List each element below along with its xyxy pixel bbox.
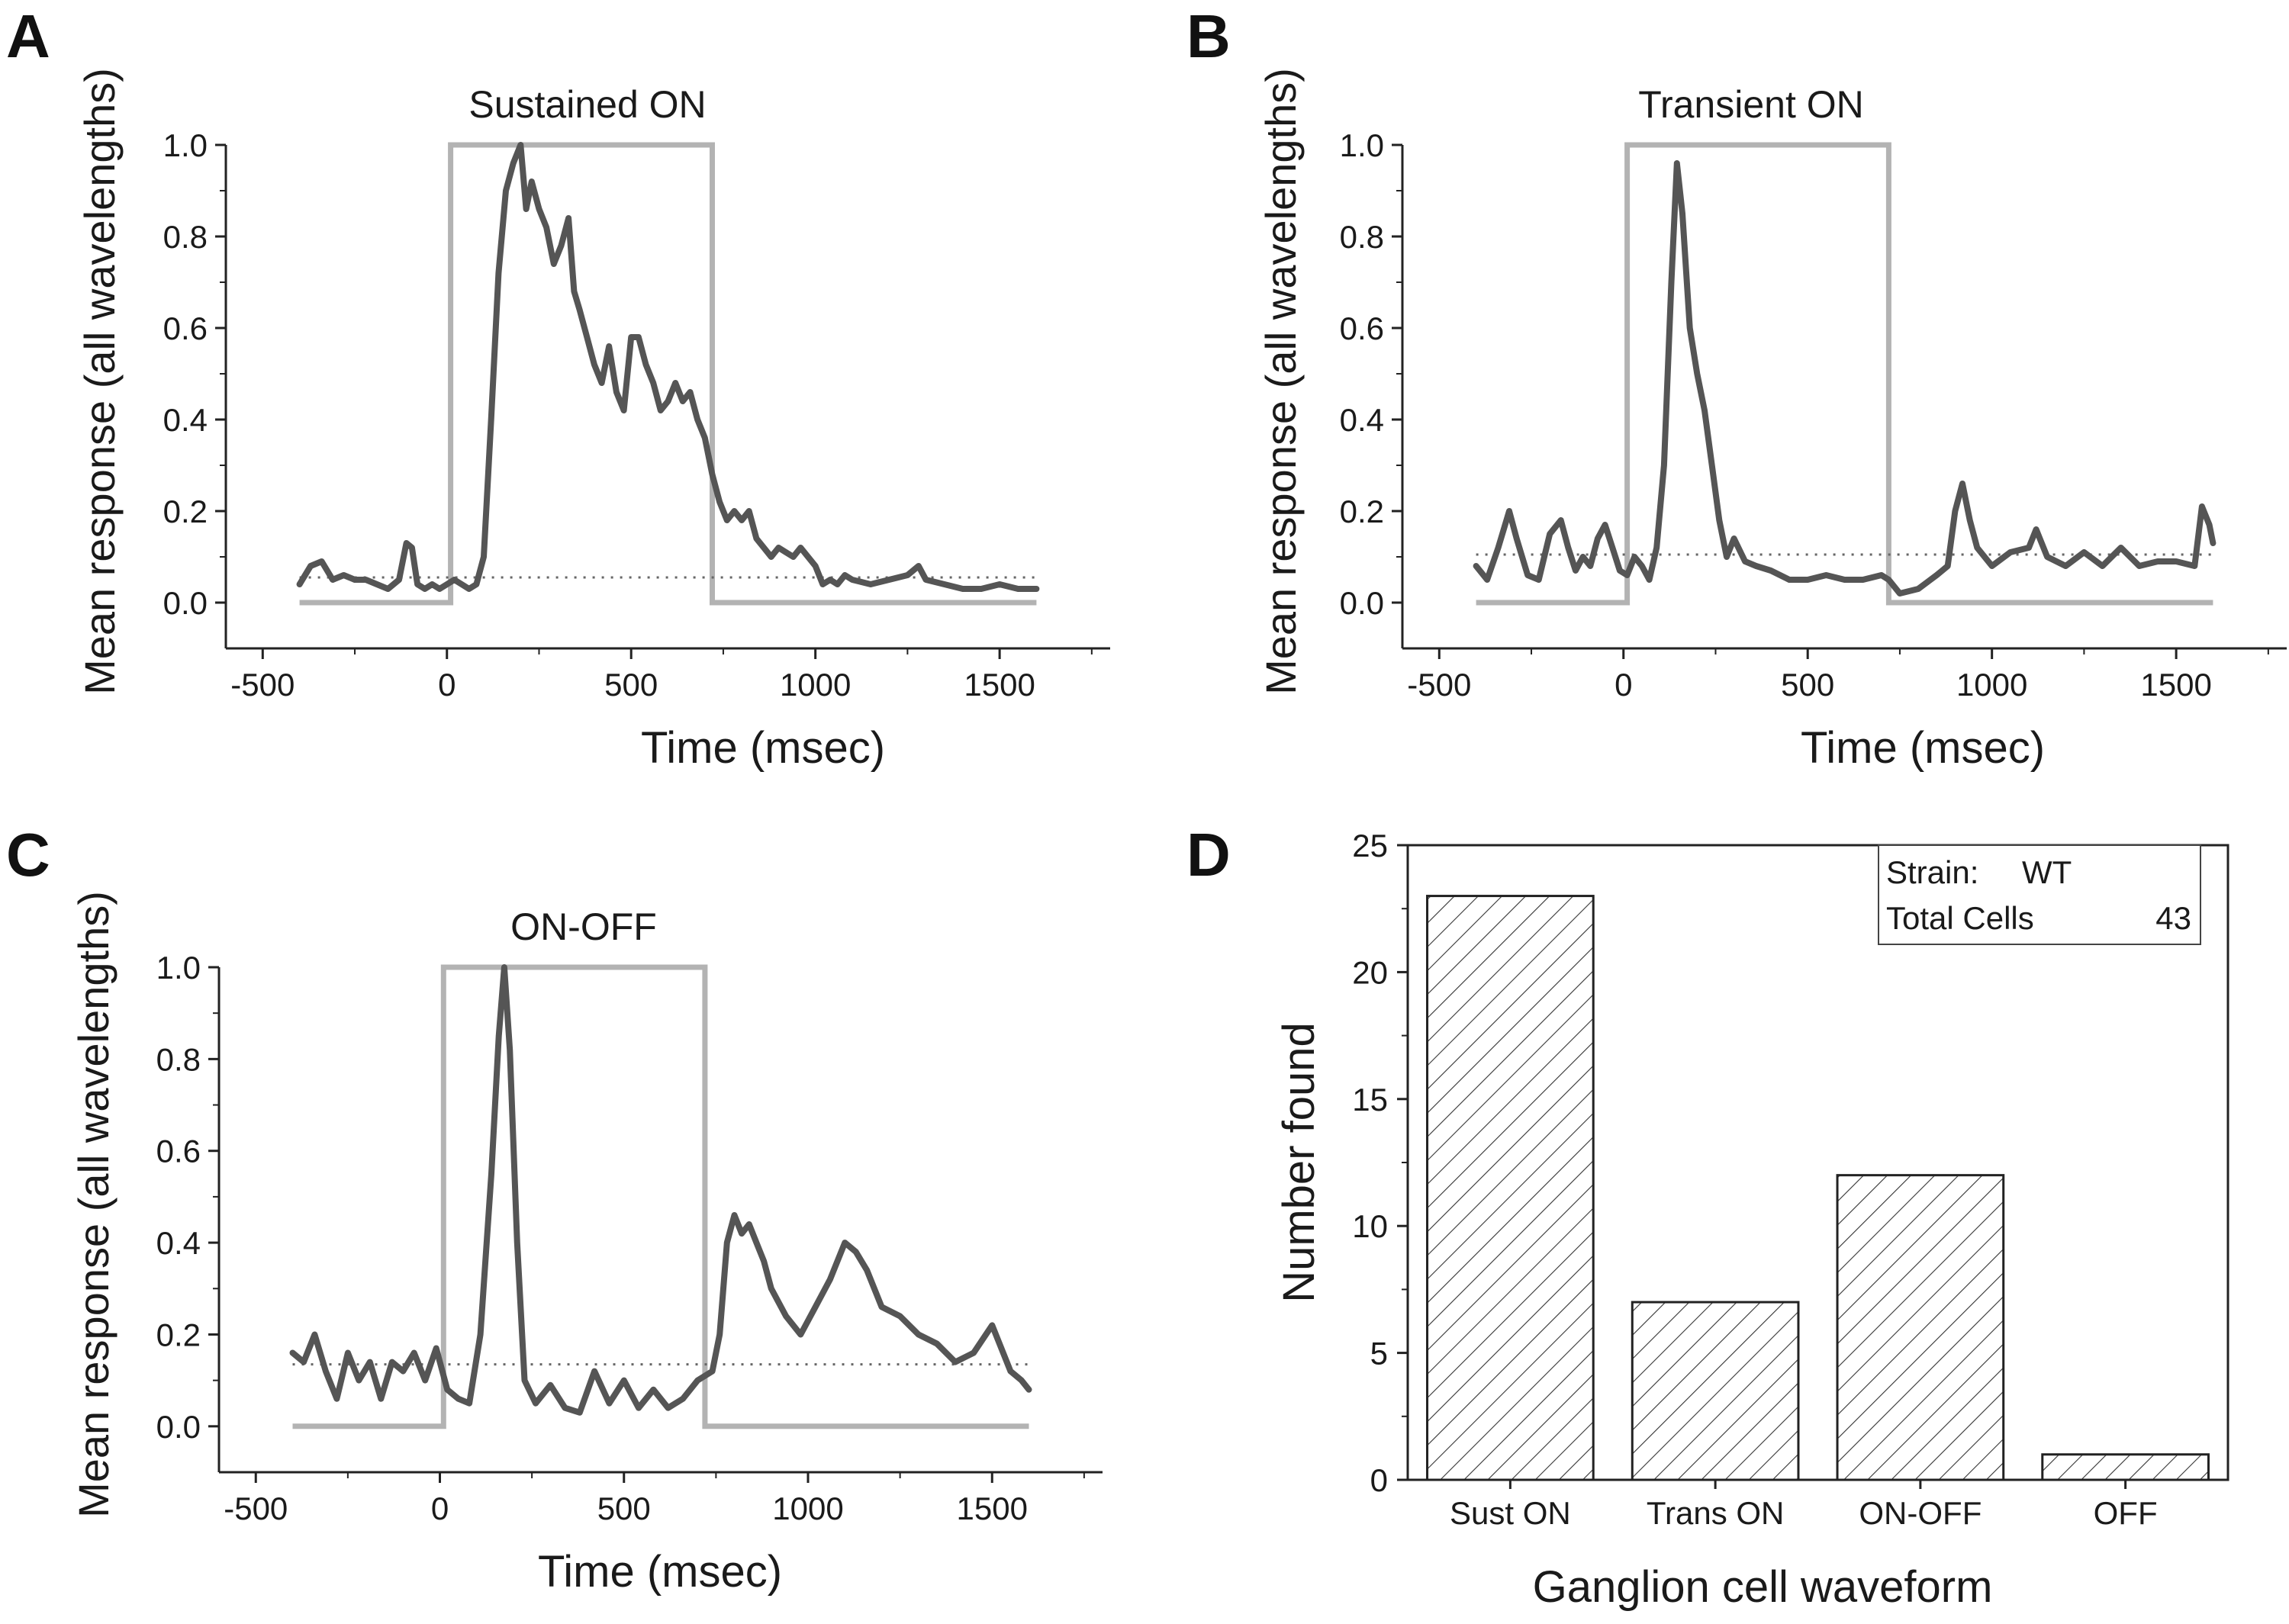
panel-letter-d: D [1186, 821, 1231, 889]
x-tick-label: -500 [224, 1491, 288, 1526]
y-axis-label: Mean response (all wavelengths) [69, 891, 118, 1518]
response-trace [296, 142, 1040, 592]
y-tick-label: 0.6 [156, 1134, 201, 1169]
x-tick-label: 1000 [1956, 667, 2027, 703]
x-tick-label: 1000 [772, 1491, 843, 1526]
y-tick-label: 0.0 [1340, 585, 1384, 621]
x-tick-label: 1500 [964, 667, 1035, 703]
bar [1426, 895, 1595, 1481]
y-tick-label: 1.0 [156, 950, 201, 986]
x-axis-label: Time (msec) [641, 723, 885, 773]
panel-letter-c: C [6, 821, 50, 889]
x-tick-label: 500 [604, 667, 658, 703]
y-axis-label: Mean response (all wavelengths) [1257, 68, 1305, 695]
y-tick-label: 10 [1352, 1208, 1388, 1244]
x-tick-label: 0 [438, 667, 456, 703]
panel-letter-b: B [1186, 2, 1231, 70]
y-tick-label: 0.8 [156, 1041, 201, 1077]
y-tick-label: 0.4 [156, 1225, 201, 1261]
chart-title: Transient ON [1638, 83, 1863, 126]
y-axis-label: Number found [1274, 1022, 1324, 1303]
chart-title: ON-OFF [510, 905, 657, 948]
y-tick-label: 0.2 [1340, 494, 1384, 529]
response-trace [1473, 160, 2217, 597]
legend-strain-value: WT [2022, 854, 2072, 890]
legend-strain-label: Strain: [1886, 854, 1978, 890]
y-tick-label: 0.6 [1340, 310, 1384, 346]
x-tick-label: 500 [1781, 667, 1834, 703]
y-tick-label: 0.0 [163, 585, 208, 621]
panel-c-chart: 0.0 0.2 0.4 0.6 0.8 1.0 -500 0 500 1000 1500 ON-OFF… [69, 891, 1103, 1597]
y-tick-label: 1.0 [1340, 127, 1384, 163]
x-tick-label: 1000 [780, 667, 851, 703]
y-tick-label: 0.6 [163, 310, 208, 346]
y-tick-label: 0 [1370, 1462, 1388, 1498]
x-tick-label: Trans ON [1647, 1495, 1784, 1531]
x-tick-label: -500 [1407, 667, 1471, 703]
x-tick-label: 0 [1615, 667, 1632, 703]
y-tick-label: 0.0 [156, 1409, 201, 1445]
x-tick-label: -500 [230, 667, 295, 703]
legend-total-label: Total Cells [1886, 900, 2034, 936]
x-tick-label: 1500 [2140, 667, 2211, 703]
stimulus-trace [299, 142, 1037, 606]
x-tick-label: OFF [2094, 1495, 2158, 1531]
y-axis-label: Mean response (all wavelengths) [76, 68, 124, 695]
x-tick-label: Sust ON [1450, 1495, 1571, 1531]
x-axis-label: Time (msec) [538, 1547, 782, 1597]
x-axis-label: Time (msec) [1801, 723, 2045, 773]
x-axis-label: Ganglion cell waveform [1533, 1562, 1993, 1612]
stimulus-trace [1476, 142, 2213, 606]
y-tick-label: 0.8 [1340, 219, 1384, 255]
legend-box [1878, 844, 2201, 945]
stimulus-trace [292, 964, 1029, 1429]
bar [1836, 1174, 2005, 1481]
y-tick-label: 0.8 [163, 219, 208, 255]
y-tick-label: 0.4 [1340, 402, 1384, 438]
y-tick-label: 0.2 [163, 494, 208, 529]
y-tick-label: 0.4 [163, 402, 208, 438]
chart-title: Sustained ON [468, 83, 706, 126]
y-tick-label: 15 [1352, 1082, 1388, 1118]
panel-b-chart: 0.0 0.2 0.4 0.6 0.8 1.0 -500 0 500 1000 1500 Transi… [1257, 68, 2287, 773]
panel-letter-a: A [6, 2, 50, 70]
y-tick-label: 20 [1352, 954, 1388, 990]
bar [2041, 1453, 2210, 1481]
x-tick-label: 1500 [957, 1491, 1028, 1526]
y-tick-label: 5 [1370, 1336, 1388, 1372]
y-tick-label: 1.0 [163, 127, 208, 163]
panel-d-chart: 0 5 10 15 20 25 Sust ON Trans ON ON-OFF OFF Strain… [1274, 828, 2229, 1612]
bar [1631, 1301, 1800, 1481]
x-tick-label: 0 [431, 1491, 449, 1526]
panel-a-chart: 0.0 0.2 0.4 0.6 0.8 1.0 -500 0 500 1000 1500 Sustai… [76, 68, 1110, 773]
legend-total-value: 43 [2155, 900, 2191, 936]
response-trace [289, 964, 1032, 1416]
y-tick-label: 25 [1352, 828, 1388, 863]
x-tick-label: ON-OFF [1859, 1495, 1982, 1531]
x-tick-label: 500 [597, 1491, 651, 1526]
y-tick-label: 0.2 [156, 1317, 201, 1352]
